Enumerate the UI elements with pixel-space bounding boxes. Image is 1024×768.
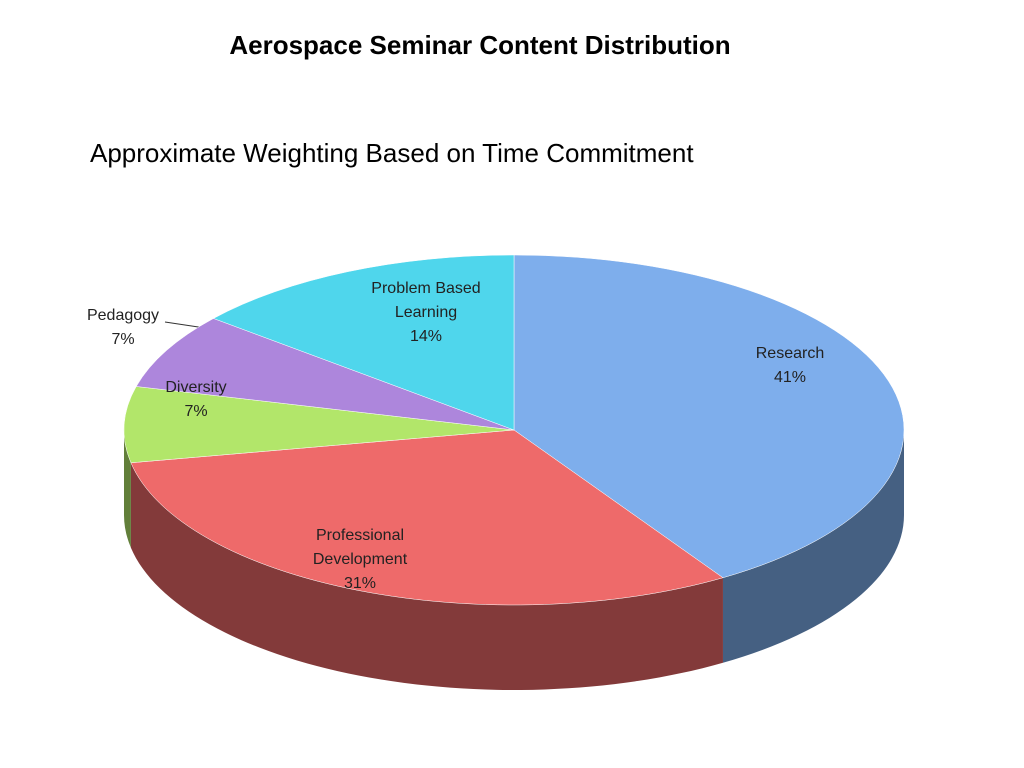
category-label: Diversity (165, 379, 227, 396)
slice-side (124, 430, 131, 548)
value-label: 41% (773, 369, 807, 386)
slice (513, 254, 905, 579)
chart-title: Aerospace Seminar Content Distribution (229, 30, 731, 60)
pie-sides (124, 430, 904, 690)
chart-subtitle: Approximate Weighting Based on Time Comm… (90, 138, 694, 168)
value-label: 7% (184, 403, 208, 420)
pie-tops (123, 254, 905, 606)
category-label: Problem Based Learning (371, 280, 481, 321)
slice-label: Diversity 7% (136, 376, 256, 424)
slice-label: Pedagogy 7% (63, 304, 183, 352)
slice-side (722, 430, 904, 663)
slice (130, 429, 724, 606)
slice-label: Professional Development 31% (295, 524, 425, 596)
slice-label: Research 41% (730, 342, 850, 390)
category-label: Research (755, 345, 825, 362)
slice (123, 386, 515, 464)
value-label: 31% (343, 575, 377, 592)
category-label: Professional Development (312, 527, 408, 568)
slice (135, 318, 515, 431)
value-label: 14% (409, 328, 443, 345)
slice-label: Problem Based Learning 14% (356, 277, 496, 349)
value-label: 7% (111, 331, 135, 348)
slice-side (130, 462, 723, 690)
slice (212, 254, 515, 431)
category-label: Pedagogy (86, 307, 160, 324)
